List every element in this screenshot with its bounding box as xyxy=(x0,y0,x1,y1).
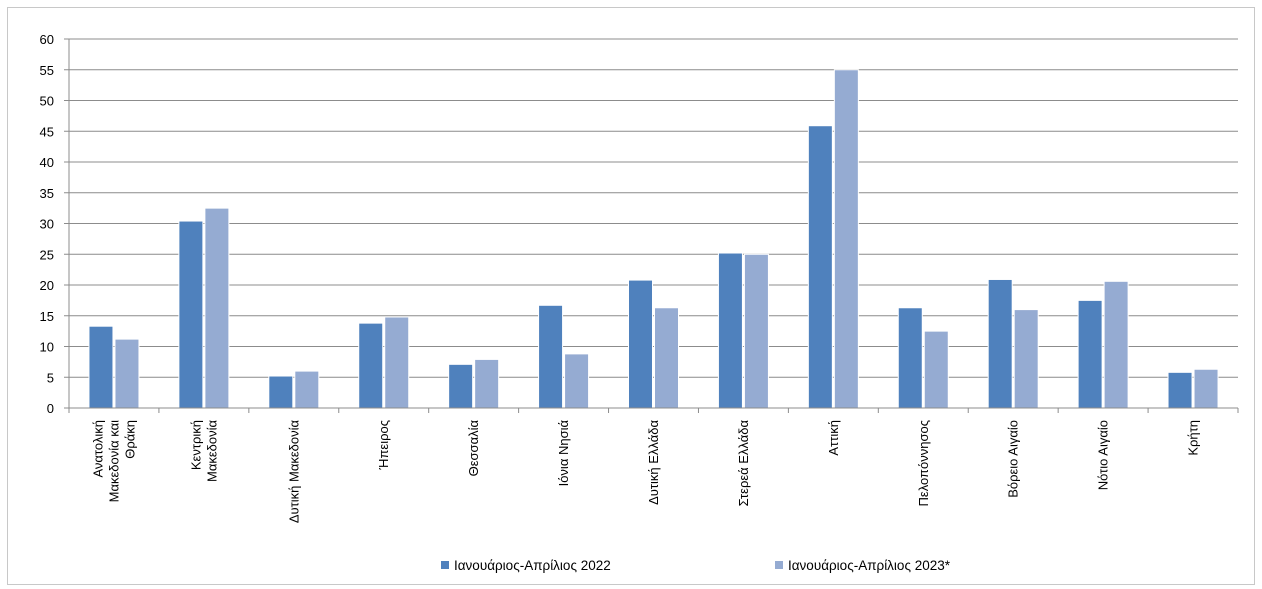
x-category-label-line: Στερεά Ελλάδα xyxy=(736,420,751,507)
x-category-label: Ήπειρος xyxy=(376,420,391,470)
bar-2023-9 xyxy=(923,330,949,409)
x-category-label: ΑνατολικήΜακεδονία καιΘράκη xyxy=(90,420,137,502)
bar-2023-4 xyxy=(474,358,500,409)
bar-2022-6 xyxy=(628,279,653,409)
bar-2022-5 xyxy=(538,304,564,409)
x-category-label: Ιόνια Νησιά xyxy=(556,420,571,487)
x-category-label-line: Κρήτη xyxy=(1186,420,1201,456)
x-category-label: ΚεντρικήΜακεδονία xyxy=(188,420,219,482)
x-category-label: Κρήτη xyxy=(1186,420,1201,456)
x-category-label: Βόρειο Αιγαίο xyxy=(1006,420,1021,498)
y-axis: 0 5 10 15 20 25 30 35 40 45 50 55 60 xyxy=(40,32,70,416)
y-tick-label: 25 xyxy=(40,247,54,262)
bars xyxy=(88,69,1219,409)
y-tick-label: 40 xyxy=(40,155,54,170)
y-tick-label: 45 xyxy=(40,124,54,139)
bar-2022-7 xyxy=(717,252,743,409)
x-category-label-line: Νότιο Αιγαίο xyxy=(1096,420,1111,490)
x-category-label-line: Δυτική Μακεδονία xyxy=(286,420,301,524)
x-category-label-line: Δυτική Ελλάδα xyxy=(646,420,661,505)
bar-2023-11 xyxy=(1103,280,1129,409)
x-category-label-line: Ιόνια Νησιά xyxy=(556,420,571,487)
bar-2023-1 xyxy=(204,207,230,409)
bar-2022-8 xyxy=(807,125,833,409)
y-tick-label: 15 xyxy=(40,309,54,324)
y-tick-label: 0 xyxy=(47,401,54,416)
gridlines xyxy=(69,38,1238,378)
bar-2023-2 xyxy=(294,370,320,409)
bar-2022-12 xyxy=(1167,371,1193,409)
y-tick-label: 50 xyxy=(40,94,54,109)
legend: Ιανουάριος-Απρίλιος 2022 Ιανουάριος-Απρίλ… xyxy=(441,558,951,573)
x-category-label-line: Ανατολική xyxy=(90,420,105,478)
y-tick-label: 60 xyxy=(40,32,54,47)
legend-swatch xyxy=(775,561,783,569)
x-category-label-line: Θεσσαλία xyxy=(466,420,481,477)
x-category-label: Πελοπόννησος xyxy=(916,420,931,506)
x-category-label-line: Θράκη xyxy=(122,420,137,459)
x-category-label-line: Κεντρική xyxy=(188,420,203,470)
bar-2022-9 xyxy=(897,307,923,409)
bar-2023-12 xyxy=(1193,368,1219,409)
x-category-label-line: Μακεδονία xyxy=(204,420,219,482)
bar-2023-5 xyxy=(564,353,590,409)
y-tick-label: 10 xyxy=(40,340,54,355)
x-category-label: Δυτική Μακεδονία xyxy=(286,420,301,524)
bar-2023-8 xyxy=(833,69,859,409)
legend-swatch xyxy=(441,561,449,569)
x-category-label-line: Βόρειο Αιγαίο xyxy=(1006,420,1021,498)
bar-2023-10 xyxy=(1013,309,1039,409)
y-tick-label: 35 xyxy=(40,186,54,201)
bar-2022-4 xyxy=(448,363,474,409)
y-tick-label: 20 xyxy=(40,278,54,293)
bar-2022-0 xyxy=(88,325,114,409)
bar-2022-11 xyxy=(1077,299,1103,409)
x-category-label-line: Αττική xyxy=(826,420,841,456)
x-category-label-line: Ήπειρος xyxy=(376,420,391,470)
bar-2023-7 xyxy=(743,253,769,409)
x-category-label: Νότιο Αιγαίο xyxy=(1096,420,1111,490)
x-category-label-line: Μακεδονία και xyxy=(106,420,121,502)
x-category-label: Θεσσαλία xyxy=(466,420,481,477)
bar-2022-2 xyxy=(268,375,294,409)
x-category-label: Αττική xyxy=(826,420,841,456)
x-axis: ΑνατολικήΜακεδονία καιΘράκη ΚεντρικήΜακεδ… xyxy=(68,407,1239,524)
legend-label: Ιανουάριος-Απρίλιος 2023* xyxy=(788,558,951,573)
bar-2023-6 xyxy=(654,307,679,409)
bar-2023-0 xyxy=(114,338,140,409)
bar-2022-10 xyxy=(987,278,1013,409)
y-tick-label: 55 xyxy=(40,63,54,78)
bar-2022-1 xyxy=(178,220,204,409)
x-category-label: Στερεά Ελλάδα xyxy=(736,420,751,507)
y-tick-label: 5 xyxy=(47,370,54,385)
bar-2022-3 xyxy=(358,322,384,409)
legend-label: Ιανουάριος-Απρίλιος 2022 xyxy=(454,558,611,573)
y-tick-label: 30 xyxy=(40,217,54,232)
bar-2023-3 xyxy=(384,316,410,409)
x-category-label: Δυτική Ελλάδα xyxy=(646,420,661,505)
x-category-label-line: Πελοπόννησος xyxy=(916,420,931,506)
